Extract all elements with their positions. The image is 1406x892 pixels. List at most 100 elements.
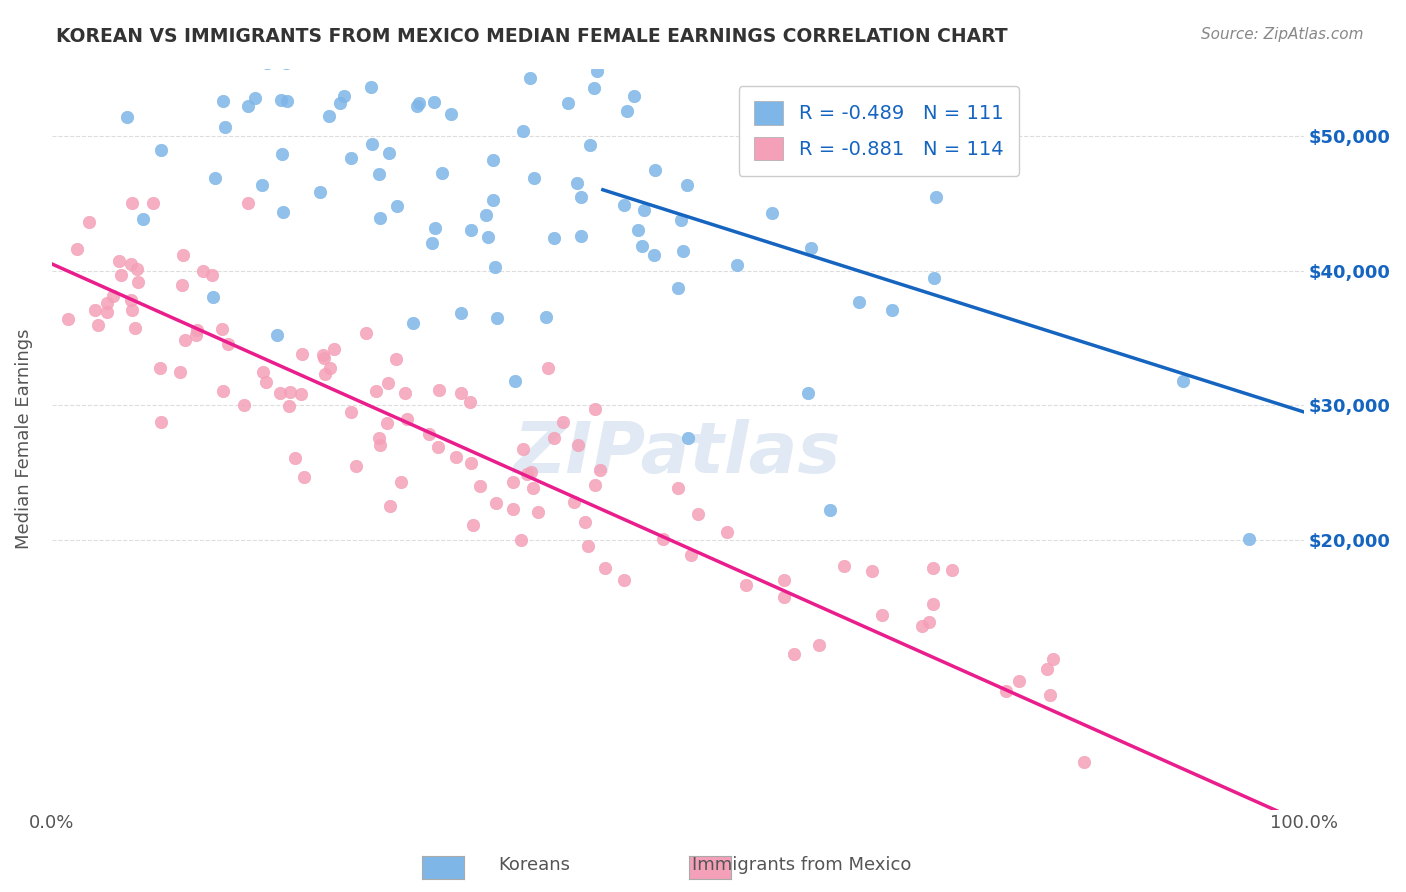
Point [201,268,224,282]
Point [377,376,399,391]
Point [329,96,352,111]
Point [675,178,697,192]
Text: Koreans: Koreans [498,856,571,874]
Point [181,35,204,49]
Point [565,176,588,190]
Point [484,260,506,274]
Point [370,211,392,225]
Point [108,253,131,268]
Point [430,166,453,180]
Point [120,257,142,271]
Point [520,465,543,479]
Point [214,120,236,134]
Point [333,89,356,103]
Point [340,405,363,419]
Point [460,223,482,237]
Point [401,316,423,330]
Point [668,281,690,295]
Point [121,302,143,317]
Point [1237,533,1260,547]
Point [818,502,841,516]
Point [233,398,256,412]
Point [643,248,665,262]
Point [994,684,1017,698]
Point [314,368,336,382]
Point [583,478,606,492]
Point [87,318,110,332]
Point [744,85,766,99]
Point [110,268,132,282]
Point [444,450,467,464]
Point [557,96,579,111]
Point [922,597,945,611]
Point [450,386,472,401]
Point [485,310,508,325]
Point [515,37,537,51]
Point [280,35,302,49]
Point [408,96,430,111]
Point [800,100,823,114]
Point [412,35,434,49]
Point [318,109,340,123]
Point [537,361,560,376]
Point [278,385,301,400]
Point [343,35,366,49]
Point [378,500,401,514]
Point [364,384,387,399]
Point [516,467,538,481]
Point [1171,374,1194,388]
Point [783,647,806,661]
Point [688,507,710,521]
Point [536,310,558,325]
Point [96,296,118,310]
Point [1073,755,1095,769]
Point [512,442,534,457]
Point [254,375,277,389]
Point [127,275,149,289]
Point [388,35,411,49]
Point [623,89,645,103]
Point [211,94,233,108]
Point [450,306,472,320]
Point [579,138,602,153]
Point [461,518,484,533]
Point [170,278,193,293]
Point [553,415,575,429]
Point [211,45,233,59]
Point [194,35,217,49]
Point [394,386,416,401]
Point [569,189,592,203]
Point [169,35,191,49]
Point [270,93,292,107]
Point [911,619,934,633]
Point [249,35,271,49]
Point [385,199,408,213]
Point [1008,673,1031,688]
Text: KOREAN VS IMMIGRANTS FROM MEXICO MEDIAN FEMALE EARNINGS CORRELATION CHART: KOREAN VS IMMIGRANTS FROM MEXICO MEDIAN … [56,27,1008,45]
Point [460,456,482,470]
Text: Immigrants from Mexico: Immigrants from Mexico [692,856,911,874]
Point [66,242,89,256]
Point [304,37,326,52]
Point [340,151,363,165]
Legend: R = -0.489   N = 111, R = -0.881   N = 114: R = -0.489 N = 111, R = -0.881 N = 114 [738,86,1019,176]
Point [211,322,233,336]
Point [360,79,382,94]
Point [485,496,508,510]
Point [96,305,118,319]
Point [576,539,599,553]
Point [569,228,592,243]
Point [470,479,492,493]
Point [367,431,389,445]
Point [509,533,531,547]
Point [633,203,655,218]
Point [117,110,139,124]
Point [567,438,589,452]
Point [169,365,191,379]
Point [83,302,105,317]
Point [773,590,796,604]
Point [761,206,783,220]
Point [440,107,463,121]
Point [482,193,505,207]
Point [676,431,699,445]
